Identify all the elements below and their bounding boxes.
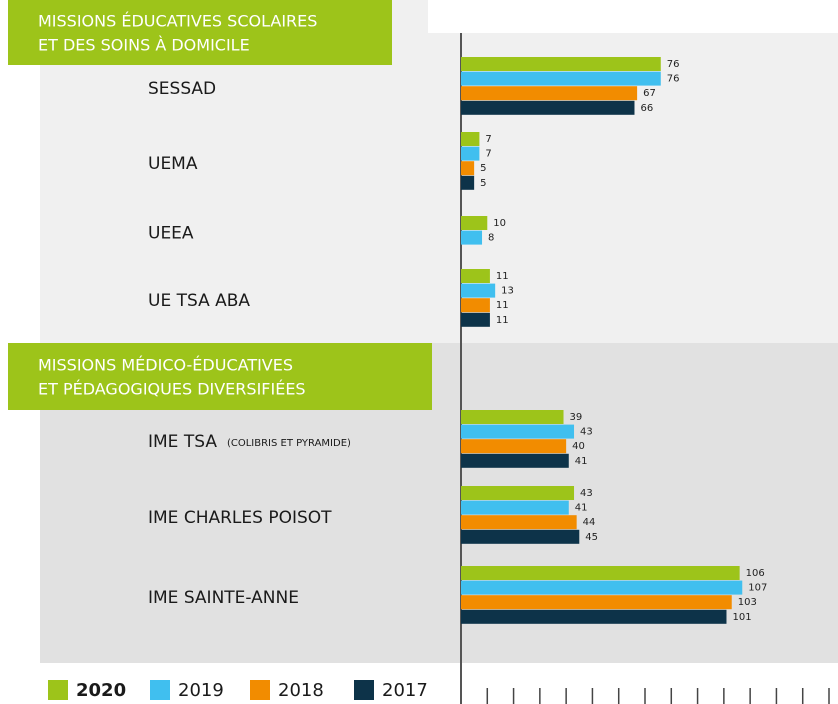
value-label: 11 bbox=[496, 271, 509, 282]
bar bbox=[461, 161, 475, 176]
section-title: MISSIONS MÉDICO-ÉDUCATIVES bbox=[38, 356, 293, 375]
section-title: ET PÉDAGOGIQUES DIVERSIFIÉES bbox=[38, 380, 306, 399]
bar bbox=[461, 216, 488, 230]
section-title: MISSIONS ÉDUCATIVES SCOLAIRES bbox=[38, 12, 317, 31]
bar bbox=[461, 57, 661, 71]
value-label: 43 bbox=[580, 488, 593, 499]
category-label: SESSAD bbox=[148, 79, 216, 99]
bar bbox=[461, 410, 564, 424]
value-label: 11 bbox=[496, 300, 509, 311]
bar bbox=[461, 609, 727, 624]
section-header bbox=[8, 343, 432, 410]
value-label: 67 bbox=[643, 88, 656, 99]
value-label: 11 bbox=[496, 315, 509, 326]
value-label: 41 bbox=[575, 503, 588, 514]
bar bbox=[461, 298, 490, 313]
bar bbox=[461, 515, 577, 530]
bar bbox=[461, 486, 575, 500]
bar bbox=[461, 146, 480, 161]
bar bbox=[461, 175, 475, 190]
value-label: 76 bbox=[667, 59, 680, 70]
value-label: 43 bbox=[580, 427, 593, 438]
value-label: 40 bbox=[572, 441, 585, 452]
value-label: 66 bbox=[640, 103, 653, 114]
value-label: 106 bbox=[746, 568, 765, 579]
bar bbox=[461, 71, 661, 86]
value-label: 5 bbox=[480, 163, 486, 174]
bar bbox=[461, 439, 567, 454]
value-label: 101 bbox=[732, 612, 751, 623]
value-label: 107 bbox=[748, 583, 767, 594]
legend-label: 2018 bbox=[278, 680, 324, 701]
value-label: 103 bbox=[738, 597, 757, 608]
category-label: UEEA bbox=[148, 224, 194, 244]
value-label: 45 bbox=[585, 532, 598, 543]
category-label: UE TSA ABA bbox=[148, 291, 250, 311]
legend-swatch bbox=[150, 680, 170, 700]
bar bbox=[461, 566, 740, 580]
bar bbox=[461, 283, 496, 298]
legend-label: 2017 bbox=[382, 680, 428, 701]
bar bbox=[461, 595, 732, 610]
bar bbox=[461, 86, 638, 101]
bar bbox=[461, 132, 480, 146]
value-label: 41 bbox=[575, 456, 588, 467]
legend-swatch bbox=[48, 680, 68, 700]
legend-swatch bbox=[250, 680, 270, 700]
bar bbox=[461, 312, 490, 327]
category-label: IME CHARLES POISOT bbox=[148, 508, 332, 528]
category-label: UEMA bbox=[148, 154, 198, 174]
category-label: IME TSA bbox=[148, 432, 217, 452]
bar bbox=[461, 230, 483, 245]
value-label: 7 bbox=[485, 134, 491, 145]
value-label: 13 bbox=[501, 286, 514, 297]
category-label: IME SAINTE-ANNE bbox=[148, 588, 299, 608]
header-blank bbox=[428, 0, 838, 33]
value-label: 8 bbox=[488, 233, 494, 244]
legend-label: 2020 bbox=[76, 680, 126, 701]
value-label: 76 bbox=[667, 74, 680, 85]
bar bbox=[461, 500, 569, 515]
bar bbox=[461, 529, 580, 544]
value-label: 7 bbox=[485, 149, 491, 160]
value-label: 5 bbox=[480, 178, 486, 189]
section-header bbox=[8, 0, 392, 65]
legend-swatch bbox=[354, 680, 374, 700]
bar bbox=[461, 453, 569, 468]
bar bbox=[461, 100, 635, 115]
bar bbox=[461, 424, 575, 439]
bar bbox=[461, 580, 743, 595]
section-title: ET DES SOINS À DOMICILE bbox=[38, 36, 250, 55]
legend-label: 2019 bbox=[178, 680, 224, 701]
value-label: 39 bbox=[570, 412, 583, 423]
category-note: (COLIBRIS ET PYRAMIDE) bbox=[227, 438, 351, 449]
value-label: 44 bbox=[583, 517, 596, 528]
bar bbox=[461, 269, 490, 283]
value-label: 10 bbox=[493, 218, 506, 229]
